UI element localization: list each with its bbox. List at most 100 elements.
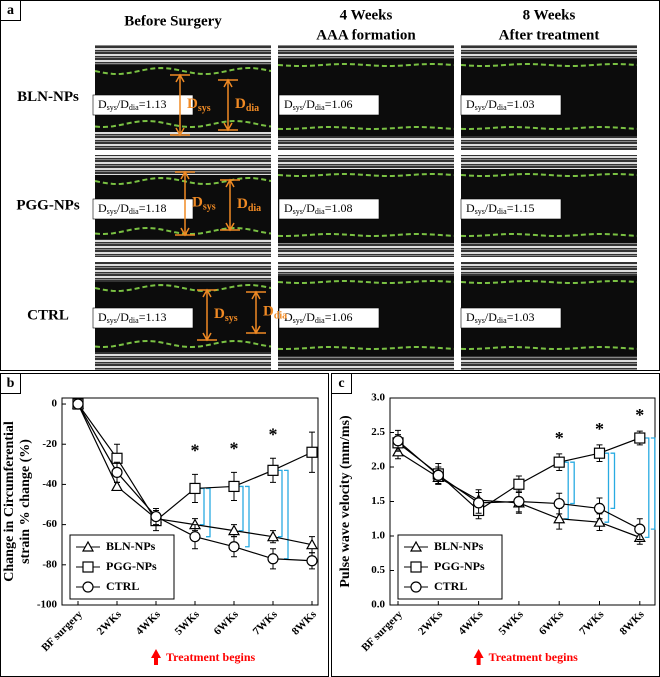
subscript: sys	[475, 316, 485, 325]
panel-label: a	[7, 3, 14, 18]
ratio-part: /	[117, 310, 121, 324]
subscript: sys	[475, 103, 485, 112]
subscript: dia	[315, 316, 325, 325]
ratio-box	[460, 94, 562, 116]
marker	[410, 561, 422, 573]
ratio-part: D	[306, 201, 315, 215]
treatment-arrow	[473, 649, 484, 665]
ratio-box	[460, 198, 562, 220]
plot-frame	[61, 397, 319, 606]
marker	[82, 581, 94, 593]
arrow-head	[223, 78, 233, 132]
wall-top	[95, 155, 271, 175]
marker	[228, 480, 240, 493]
marker	[306, 446, 318, 458]
marker	[111, 452, 123, 464]
wall-bottom	[278, 356, 454, 370]
column-header: After treatment	[499, 27, 600, 43]
marker	[553, 497, 565, 510]
ratio-part: D	[120, 97, 129, 111]
marker	[110, 480, 124, 492]
x-tick-label: 4WKs	[456, 608, 486, 638]
lumen-edge	[460, 346, 638, 350]
y-tick-label: -40	[42, 478, 57, 490]
marker	[553, 456, 565, 468]
y-tick-label: -80	[42, 558, 57, 570]
ratio-part: 1.13	[145, 310, 166, 324]
wall-bottom	[95, 352, 271, 370]
ratio-part: 1.18	[145, 201, 166, 215]
ratio-part: =	[139, 97, 146, 111]
marker	[82, 561, 94, 573]
subscript: sys	[293, 316, 303, 325]
lumen-edge	[94, 66, 272, 76]
lumen-edge	[94, 120, 272, 128]
panel-label: c	[338, 376, 344, 391]
marker	[553, 512, 566, 524]
subscript: dia	[497, 103, 507, 112]
wall-top	[95, 262, 271, 282]
ratio-part: /	[485, 310, 489, 324]
diameter-label: Dsys	[192, 195, 216, 213]
x-tick-label: BF surgery	[359, 608, 405, 654]
ratio-part: 1.03	[513, 310, 534, 324]
lumen-edge	[277, 62, 455, 68]
wall-top	[278, 262, 454, 276]
arrow-head	[225, 178, 235, 232]
ratio-part: 1.13	[145, 97, 166, 111]
x-tick-label: 8WKs	[290, 608, 320, 638]
lumen-edge	[460, 279, 638, 285]
lumen-edge	[277, 126, 455, 130]
wall-bottom	[278, 243, 454, 257]
ratio-part: D	[306, 97, 315, 111]
ratio-part: 1.03	[513, 97, 534, 111]
ratio-part: D	[98, 97, 107, 111]
marker	[72, 398, 84, 410]
diameter-letter: D	[237, 196, 248, 212]
significance-bracket	[570, 461, 575, 505]
subscript: sys	[293, 103, 303, 112]
x-tick-label: 5WKs	[173, 608, 203, 638]
wall-bottom	[278, 136, 454, 150]
significance-bracket	[200, 487, 205, 526]
row-label: BLN-NPs	[17, 89, 79, 105]
ratio-part: /	[303, 310, 307, 324]
ratio-part: D	[488, 310, 497, 324]
marker	[634, 432, 646, 444]
legend-label: PGG-NPs	[434, 559, 485, 573]
x-tick-label: 2WKs	[95, 608, 125, 638]
annotation: Treatment begins	[489, 650, 579, 664]
diameter-label: Dsys	[187, 96, 211, 114]
ratio-part: =	[325, 97, 332, 111]
y-tick-label: 1.0	[371, 530, 385, 542]
wall-top	[278, 155, 454, 169]
ratio-label: Dsys/Ddia=1.18	[98, 201, 166, 216]
ratio-part: =	[139, 310, 146, 324]
legend-label: CTRL	[106, 579, 139, 593]
subscript: sys	[107, 103, 117, 112]
marker	[513, 495, 525, 508]
ratio-label: Dsys/Ddia=1.03	[466, 310, 534, 325]
ratio-part: D	[466, 201, 475, 215]
ratio-part: D	[98, 201, 107, 215]
panel-label-box	[0, 373, 21, 394]
arrow-head	[202, 288, 212, 342]
ratio-part: =	[325, 201, 332, 215]
significance-mark: *	[595, 419, 604, 439]
subscript: sys	[107, 207, 117, 216]
significance-mark: *	[230, 438, 239, 458]
marker	[111, 466, 123, 478]
wall-bottom	[95, 132, 271, 150]
lumen-edge	[460, 126, 638, 130]
wall-top	[461, 155, 637, 169]
x-tick-label: 7WKs	[577, 608, 607, 638]
diameter-letter: D	[214, 306, 225, 322]
ratio-part: =	[139, 201, 146, 215]
subscript: dia	[497, 207, 507, 216]
subscript: dia	[497, 316, 507, 325]
ratio-box	[278, 198, 380, 220]
marker	[305, 538, 319, 550]
subscript: dia	[246, 103, 259, 114]
lumen-edge	[277, 172, 455, 178]
ratio-label: Dsys/Ddia=1.13	[98, 97, 166, 112]
